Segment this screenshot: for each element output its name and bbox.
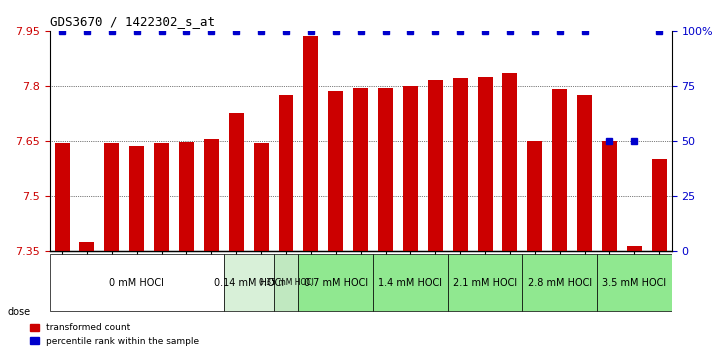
Text: 1.4 mM HOCl: 1.4 mM HOCl [379, 278, 443, 288]
Bar [478, 76, 493, 251]
Bar [204, 139, 219, 251]
Text: 3.5 mM HOCl: 3.5 mM HOCl [602, 278, 666, 288]
FancyBboxPatch shape [298, 254, 373, 311]
Text: dose: dose [7, 307, 31, 316]
FancyBboxPatch shape [223, 254, 274, 311]
Bar [179, 142, 194, 251]
Bar [55, 143, 69, 251]
Bar [577, 95, 592, 251]
FancyBboxPatch shape [274, 254, 298, 311]
Text: 0.14 mM HOCl: 0.14 mM HOCl [213, 278, 284, 288]
Bar [527, 141, 542, 251]
Bar [453, 78, 467, 251]
Bar [304, 36, 318, 251]
Text: 0.35 mM HOCl: 0.35 mM HOCl [258, 278, 314, 287]
FancyBboxPatch shape [597, 254, 672, 311]
Bar [253, 143, 269, 251]
Bar [403, 86, 418, 251]
Bar [378, 87, 393, 251]
Bar [229, 113, 244, 251]
Bar [502, 73, 518, 251]
Bar [279, 95, 293, 251]
Bar [104, 143, 119, 251]
Text: 2.1 mM HOCl: 2.1 mM HOCl [453, 278, 517, 288]
Bar [602, 141, 617, 251]
Bar [627, 246, 642, 251]
FancyBboxPatch shape [50, 254, 223, 311]
Text: GDS3670 / 1422302_s_at: GDS3670 / 1422302_s_at [50, 15, 215, 28]
Bar [353, 87, 368, 251]
Bar [328, 91, 343, 251]
FancyBboxPatch shape [448, 254, 523, 311]
Bar [553, 90, 567, 251]
FancyBboxPatch shape [523, 254, 597, 311]
Text: 0.7 mM HOCl: 0.7 mM HOCl [304, 278, 368, 288]
Bar [428, 80, 443, 251]
Bar [652, 159, 667, 251]
Bar [130, 147, 144, 251]
Text: 0 mM HOCl: 0 mM HOCl [109, 278, 164, 288]
Legend: transformed count, percentile rank within the sample: transformed count, percentile rank withi… [26, 320, 203, 349]
Text: 2.8 mM HOCl: 2.8 mM HOCl [528, 278, 592, 288]
Bar [79, 242, 95, 251]
Bar [154, 143, 169, 251]
FancyBboxPatch shape [373, 254, 448, 311]
